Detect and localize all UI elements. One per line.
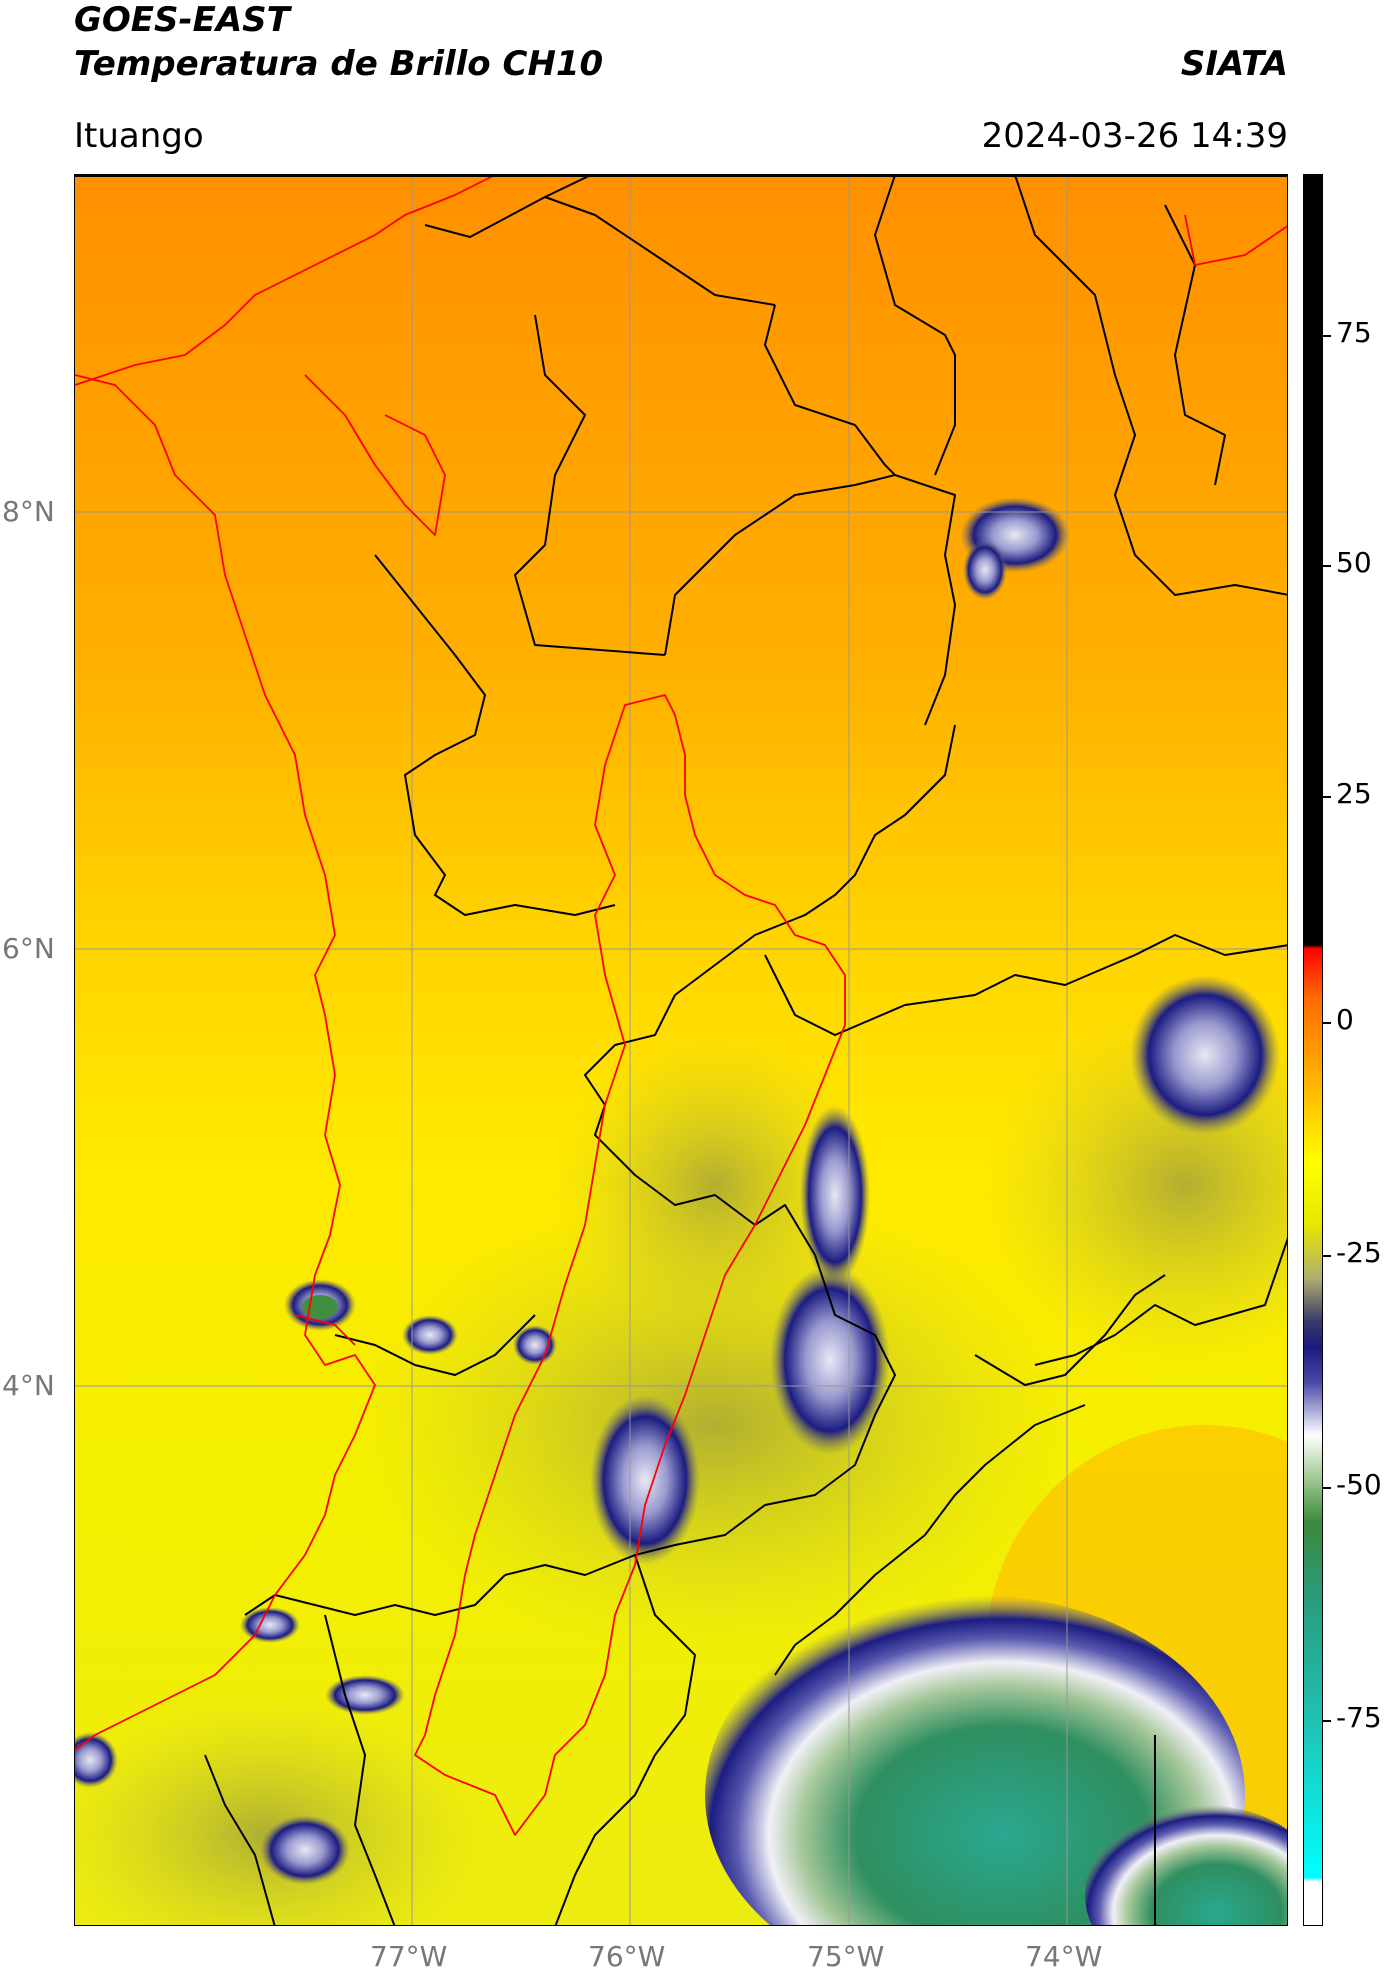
satellite-map [74,174,1288,1926]
lon-label-77w: 77°W [370,1940,448,1973]
lat-label-8n: 8°N [2,495,55,528]
lon-label-75w: 75°W [807,1940,885,1973]
colorbar-tick [1323,1720,1331,1722]
colorbar-tick [1323,565,1331,567]
satellite-title: GOES-EAST [74,0,290,40]
colorbar-label-minus25: -25 [1336,1236,1382,1269]
colorbar-tick [1323,796,1331,798]
colorbar-label-minus50: -50 [1336,1468,1382,1501]
timestamp-label: 2024-03-26 14:39 [981,116,1288,156]
colorbar-label-0: 0 [1336,1003,1354,1036]
agency-label: SIATA [1180,44,1288,84]
colorbar-label-50: 50 [1336,546,1372,579]
colorbar-label-25: 25 [1336,777,1372,810]
colorbar-tick [1323,1487,1331,1489]
colorbar-label-75: 75 [1336,316,1372,349]
lat-label-6n: 6°N [2,932,55,965]
colorbar-label-minus75: -75 [1336,1701,1382,1734]
region-label: Ituango [74,116,204,156]
lon-label-74w: 74°W [1025,1940,1103,1973]
product-title: Temperatura de Brillo CH10 [74,44,604,84]
lon-label-76w: 76°W [588,1940,666,1973]
lat-label-4n: 4°N [2,1369,55,1402]
colorbar-tick [1323,1022,1331,1024]
colorbar-tick [1323,1255,1331,1257]
temperature-colorbar [1303,174,1323,1926]
colorbar-tick [1323,335,1331,337]
